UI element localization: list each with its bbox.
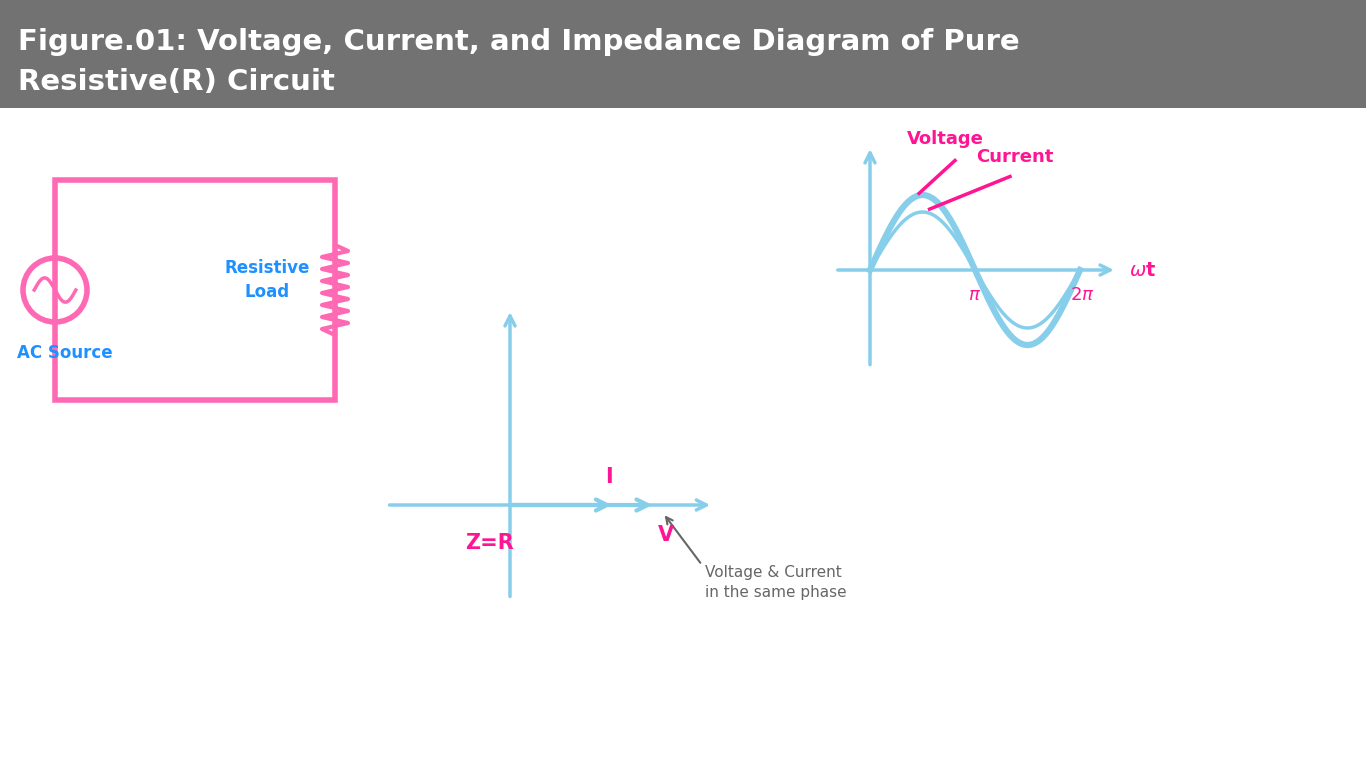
Text: Voltage: Voltage xyxy=(907,131,984,148)
Text: Voltage & Current
in the same phase: Voltage & Current in the same phase xyxy=(705,565,847,600)
Text: V: V xyxy=(658,525,675,545)
Text: $\omega$t: $\omega$t xyxy=(1128,261,1156,280)
Text: $\pi$: $\pi$ xyxy=(968,286,982,304)
Text: Resistive(R) Circuit: Resistive(R) Circuit xyxy=(18,68,335,96)
Text: Z=R: Z=R xyxy=(466,533,515,553)
Text: Current: Current xyxy=(977,148,1053,167)
Text: Resistive
Load: Resistive Load xyxy=(224,260,310,301)
Text: I: I xyxy=(605,467,613,487)
Bar xyxy=(0,0,1366,108)
Text: AC Source: AC Source xyxy=(18,344,113,362)
Text: Figure.01: Voltage, Current, and Impedance Diagram of Pure: Figure.01: Voltage, Current, and Impedan… xyxy=(18,28,1019,56)
Bar xyxy=(55,180,335,400)
Text: $2\pi$: $2\pi$ xyxy=(1070,286,1094,304)
